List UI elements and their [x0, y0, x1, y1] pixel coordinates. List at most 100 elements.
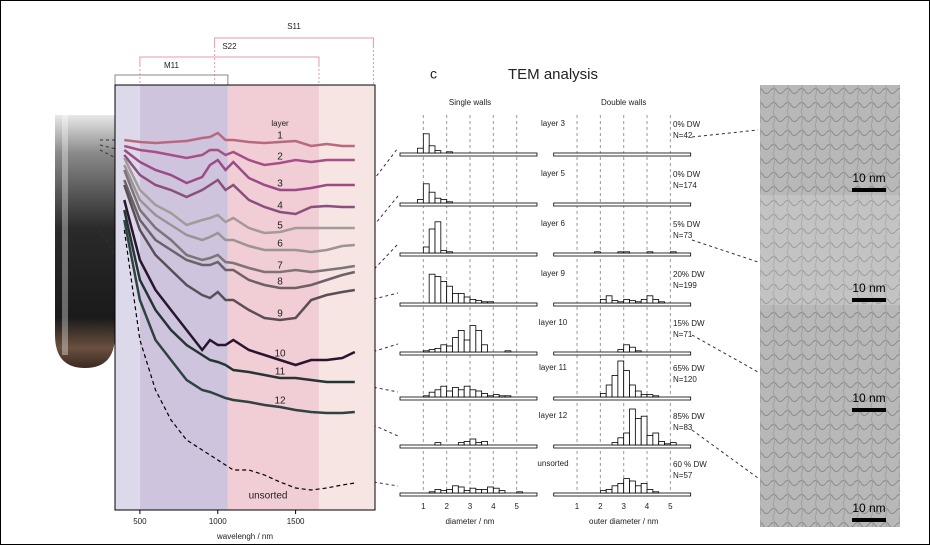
histogram-bar [629, 300, 636, 304]
histogram-bar [629, 408, 636, 446]
histogram-bar [452, 337, 459, 353]
bracket [214, 37, 374, 46]
series-label: 10 [274, 349, 286, 360]
histogram-bar [440, 280, 448, 304]
scale-bar [852, 188, 886, 192]
histogram-bar [599, 392, 607, 398]
histogram-bar [669, 251, 677, 254]
histogram-bar [469, 487, 477, 494]
histogram-bar [446, 390, 453, 398]
row-label: layer 11 [539, 363, 567, 372]
histogram-bar [629, 480, 636, 494]
axis-bar [553, 152, 692, 157]
histogram-bar [428, 191, 436, 204]
histogram-bar [452, 485, 459, 494]
histogram-bar [516, 491, 523, 494]
histogram-bar [440, 198, 448, 204]
histogram-bar [652, 432, 660, 446]
series-label: 6 [277, 239, 283, 250]
x-tick-label: 1000 [209, 517, 227, 526]
axis-bar [553, 444, 692, 449]
x-tick-label: 2 [444, 502, 449, 511]
plot-frame [114, 84, 376, 511]
region [139, 85, 228, 510]
histogram-bar [428, 349, 436, 353]
histogram-bar [617, 349, 625, 353]
n-label: N=120 [673, 375, 697, 384]
histogram-bar [658, 440, 665, 446]
spectrum [123, 229, 355, 491]
histogram-bar [611, 442, 619, 446]
series-label: 5 [277, 221, 283, 232]
histogram-bar [504, 395, 512, 398]
series-label: 8 [277, 277, 283, 288]
series-label: 9 [277, 309, 283, 320]
histogram-bar [617, 301, 625, 304]
x-tick-label: 500 [133, 517, 147, 526]
histogram-bar [623, 370, 630, 398]
histogram-bar [463, 296, 471, 304]
histogram-bar [463, 490, 471, 494]
x-tick-label: 3 [621, 502, 626, 511]
x-tick-label: 4 [491, 502, 496, 511]
spectrum [123, 154, 355, 216]
histogram-bar [475, 390, 483, 398]
bracket-drop [214, 46, 374, 85]
histogram-bar [446, 285, 453, 304]
n-label: N=42 [673, 131, 693, 140]
histogram-bar [417, 147, 424, 154]
bracket-label: S11 [287, 22, 301, 31]
histogram-bar [640, 482, 648, 494]
histogram-bar [463, 339, 471, 353]
axis-bar [553, 396, 692, 401]
histogram-bar [452, 386, 459, 398]
bracket-label: M11 [164, 61, 180, 70]
histogram-bar [434, 488, 442, 494]
histogram-bar [634, 485, 642, 494]
spectrum [123, 219, 355, 415]
scale-bar [852, 518, 886, 522]
histogram-bar [611, 300, 619, 304]
region [318, 85, 375, 510]
x-axis-label: wavelengh / nm [216, 532, 273, 541]
histogram-bar [599, 490, 607, 494]
histogram-bar [617, 360, 625, 398]
histogram-bar [481, 344, 488, 353]
histogram-bar [611, 374, 619, 398]
dw-label: 60 % DW [673, 460, 707, 469]
histogram-bar [457, 292, 465, 304]
tube-photo [55, 115, 115, 368]
scale-bar-label: 10 nm [852, 501, 885, 515]
histogram-bar [669, 442, 677, 446]
histogram-bar [646, 434, 654, 446]
dw-label: 20% DW [673, 270, 705, 279]
histogram-bar [640, 394, 648, 398]
histogram-bar [440, 385, 448, 398]
histogram-bar [440, 250, 448, 254]
histogram-bar [422, 183, 430, 204]
histogram-bar [504, 350, 512, 353]
histogram-bar [611, 485, 619, 494]
histogram-bar [617, 251, 625, 254]
column-title: Double walls [601, 98, 646, 107]
spectrum [123, 157, 355, 235]
histogram-bar [446, 345, 453, 353]
histogram-bar [475, 442, 483, 446]
histogram-bar [434, 276, 442, 304]
x-tick-label: 2 [598, 502, 603, 511]
dw-label: 65% DW [673, 364, 705, 373]
histogram-bar [463, 385, 471, 398]
tem-images [760, 85, 900, 527]
histogram-bar [498, 490, 506, 494]
histogram-bar [457, 389, 465, 398]
axis-bar [553, 252, 692, 257]
histogram-bar [457, 329, 465, 353]
histogram-bar [623, 298, 630, 304]
histogram-bar [452, 292, 459, 304]
histogram-bar [469, 325, 477, 353]
row-label: layer 9 [541, 269, 566, 278]
histogram-bar [422, 246, 430, 254]
x-axis-label: outer diameter / nm [589, 517, 659, 526]
histogram-bar [469, 298, 477, 304]
scale-bar [852, 298, 886, 302]
